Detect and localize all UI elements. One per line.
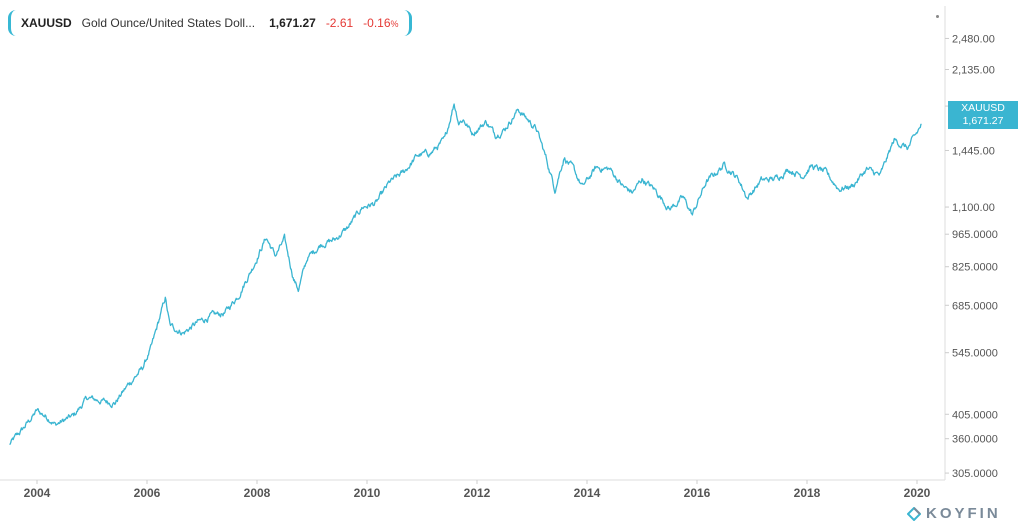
- y-tick-label: 685.0000: [952, 300, 998, 312]
- x-tick-label: 2016: [684, 486, 711, 500]
- brand-name: KOYFIN: [926, 505, 1001, 522]
- y-tick-label: 1,100.00: [952, 202, 995, 214]
- last-price-tag-value: 1,671.27: [962, 115, 1004, 127]
- y-tick-label: 1,445.00: [952, 145, 995, 157]
- x-tick-label: 2020: [904, 486, 931, 500]
- x-tick-label: 2014: [574, 486, 601, 500]
- y-tick-label: 305.0000: [952, 468, 998, 480]
- x-axis: 2004 2006 2008 2010 2012 2014 2016 2018 2020: [24, 480, 931, 500]
- x-tick-label: 2010: [354, 486, 381, 500]
- y-axis: 2,480.002,135.001,790.001,445.001,100.00…: [945, 33, 998, 480]
- y-tick-label: 965.0000: [952, 229, 998, 241]
- price-change: -2.61: [325, 16, 354, 30]
- symbol-header[interactable]: XAUUSD Gold Ounce/United States Doll... …: [8, 10, 412, 36]
- chart-menu-icon[interactable]: [936, 15, 939, 18]
- x-tick-label: 2004: [24, 486, 51, 500]
- last-price-tag: XAUUSD 1,671.27: [948, 101, 1018, 129]
- ticker-symbol: XAUUSD: [21, 16, 72, 30]
- y-tick-label: 2,135.00: [952, 65, 995, 77]
- instrument-name: Gold Ounce/United States Doll...: [81, 16, 256, 30]
- y-tick-label: 825.0000: [952, 262, 998, 274]
- price-change-percent-value: -0.16: [363, 16, 391, 30]
- price-change-percent: -0.16%: [363, 16, 398, 30]
- x-tick-label: 2008: [244, 486, 271, 500]
- price-series-line[interactable]: [9, 103, 922, 445]
- x-tick-label: 2018: [794, 486, 821, 500]
- brand-logo: KOYFIN: [907, 505, 1001, 522]
- x-tick-label: 2012: [464, 486, 491, 500]
- x-tick-label: 2006: [134, 486, 161, 500]
- y-tick-label: 405.0000: [952, 409, 998, 421]
- last-price: 1,671.27: [269, 16, 316, 30]
- koyfin-logo-icon: [907, 506, 921, 521]
- y-tick-label: 545.0000: [952, 348, 998, 360]
- last-price-tag-symbol: XAUUSD: [961, 102, 1005, 114]
- y-tick-label: 2,480.00: [952, 33, 995, 45]
- percent-symbol: %: [390, 19, 399, 29]
- y-tick-label: 360.0000: [952, 434, 998, 446]
